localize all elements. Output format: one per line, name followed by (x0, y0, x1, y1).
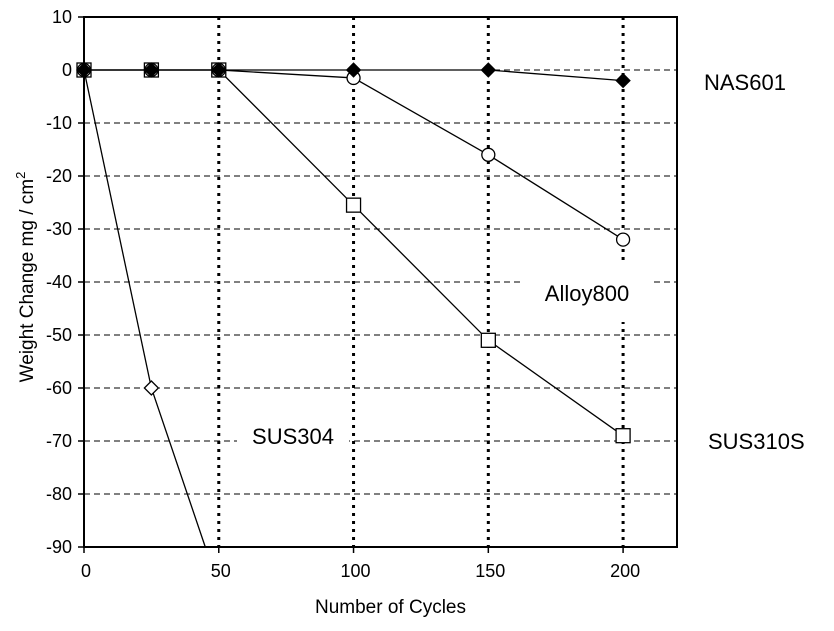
x-tick-labels: 0 50 100 150 200 (81, 561, 640, 581)
y-axis-label-text: Weight Change mg / cm (17, 179, 38, 382)
series-label: SUS304 (252, 424, 334, 449)
y-tick-labels: 10 0 -10 -20 -30 -40 -50 -60 -70 -80 -90 (46, 7, 72, 557)
series-label-backgrounds (237, 264, 651, 465)
series-label-bg (523, 264, 651, 322)
y-tick-label: -80 (46, 484, 72, 504)
y-axis-label: Weight Change mg / cm2 (13, 172, 38, 383)
data-point (481, 147, 496, 162)
data-point (143, 380, 160, 396)
y-tick-label: -30 (46, 219, 72, 239)
data-point (615, 428, 631, 444)
x-tick-label: 150 (475, 561, 505, 581)
x-tick-label: 100 (341, 561, 371, 581)
data-point (345, 197, 362, 213)
data-point (143, 62, 160, 78)
y-tick-label: -40 (46, 272, 72, 292)
y-tick-label: -20 (46, 166, 72, 186)
series-label: Alloy800 (545, 281, 629, 306)
series-label: NAS601 (704, 70, 786, 95)
series-label: SUS310S (708, 429, 805, 454)
y-tick-label: -60 (46, 378, 72, 398)
y-tick-label: -90 (46, 537, 72, 557)
axis-ticks (78, 16, 624, 553)
data-point (615, 232, 631, 247)
data-point (480, 62, 497, 78)
y-tick-label: -10 (46, 113, 72, 133)
x-tick-label: 0 (81, 561, 91, 581)
series-label-bg (237, 407, 349, 465)
y-tick-label: -50 (46, 325, 72, 345)
y-axis-label-superscript: 2 (13, 172, 28, 179)
y-tick-label: -70 (46, 431, 72, 451)
data-point (211, 62, 227, 78)
data-point (615, 72, 631, 89)
series-line (84, 69, 624, 437)
x-tick-label: 200 (610, 561, 640, 581)
data-point (345, 62, 362, 78)
series-markers (76, 62, 631, 444)
series-labels: NAS601 Alloy800 SUS310S SUS304 (252, 70, 805, 454)
y-tick-label: 10 (52, 7, 72, 27)
series-line (83, 69, 206, 548)
data-point (480, 332, 496, 348)
y-tick-label: 0 (62, 60, 72, 80)
x-tick-label: 50 (211, 561, 231, 581)
x-axis-label: Number of Cycles (315, 597, 466, 618)
